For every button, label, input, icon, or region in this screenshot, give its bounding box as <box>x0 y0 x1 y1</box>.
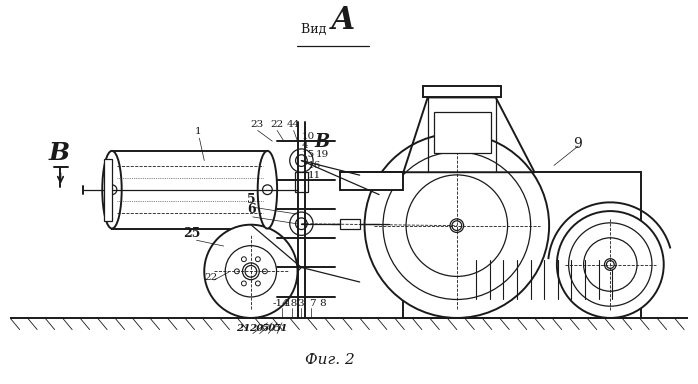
Circle shape <box>383 152 530 300</box>
Text: 4: 4 <box>302 141 308 150</box>
Text: 19: 19 <box>316 150 329 159</box>
Text: 21: 21 <box>237 324 251 333</box>
Ellipse shape <box>103 151 121 228</box>
Circle shape <box>557 211 664 318</box>
Text: 23: 23 <box>250 121 263 129</box>
Bar <box>104 159 112 221</box>
Text: 25: 25 <box>183 227 200 240</box>
Circle shape <box>450 219 463 232</box>
Circle shape <box>604 259 616 270</box>
Text: 16: 16 <box>309 161 322 170</box>
Text: 8: 8 <box>319 299 325 308</box>
Bar <box>112 151 267 228</box>
Text: 10: 10 <box>302 132 315 141</box>
Text: 22: 22 <box>205 273 218 282</box>
Text: -14: -14 <box>272 299 289 308</box>
Ellipse shape <box>258 151 277 228</box>
Text: 15: 15 <box>302 150 315 159</box>
Text: 51: 51 <box>274 324 289 333</box>
Circle shape <box>205 225 297 318</box>
Bar <box>423 86 500 98</box>
Bar <box>403 172 641 318</box>
Text: 18: 18 <box>285 299 298 308</box>
Text: 20: 20 <box>249 324 263 333</box>
Text: В: В <box>314 133 329 151</box>
Text: 11: 11 <box>309 171 322 180</box>
Bar <box>340 219 359 228</box>
Text: 9: 9 <box>573 137 582 151</box>
Text: 5: 5 <box>247 193 255 206</box>
Text: Вид: Вид <box>301 23 331 36</box>
Text: Фиг. 2: Фиг. 2 <box>305 353 355 366</box>
Text: 50: 50 <box>262 324 276 333</box>
Bar <box>340 172 403 190</box>
Text: 1: 1 <box>195 127 201 136</box>
Bar <box>434 112 491 153</box>
Circle shape <box>364 133 549 318</box>
Text: 6: 6 <box>247 203 255 216</box>
Text: 22: 22 <box>270 121 283 129</box>
Text: А: А <box>331 5 355 36</box>
Text: 7: 7 <box>309 299 315 308</box>
Text: 44: 44 <box>287 121 300 129</box>
Bar <box>295 172 309 192</box>
Circle shape <box>242 263 259 280</box>
Text: В: В <box>49 141 70 166</box>
Text: 3: 3 <box>297 299 304 308</box>
